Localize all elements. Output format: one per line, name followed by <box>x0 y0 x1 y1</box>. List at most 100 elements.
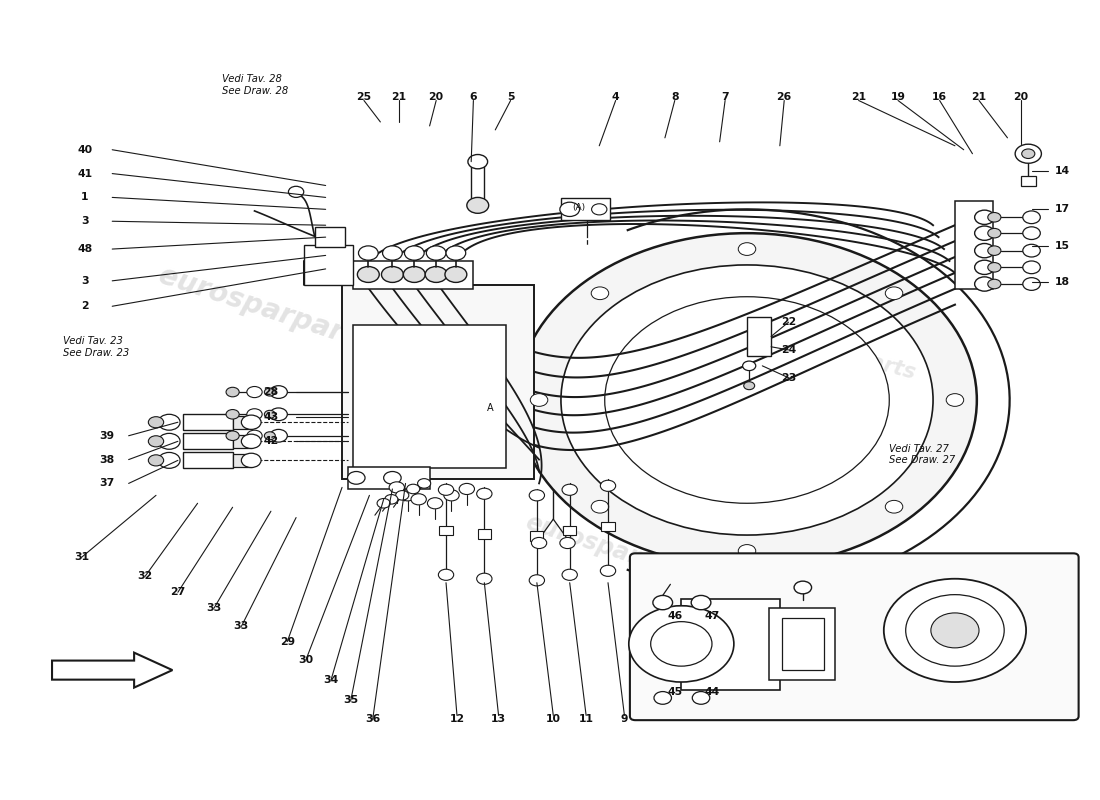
Bar <box>681 598 780 690</box>
Circle shape <box>418 478 431 488</box>
Text: 20: 20 <box>1013 91 1028 102</box>
Circle shape <box>226 431 239 441</box>
Text: 8: 8 <box>671 91 679 102</box>
Polygon shape <box>52 653 173 687</box>
Bar <box>353 261 473 289</box>
Bar <box>304 245 353 285</box>
Bar <box>955 202 993 289</box>
Circle shape <box>1023 244 1041 257</box>
Circle shape <box>591 287 608 300</box>
Text: Vedi Tav. 23
See Draw. 23: Vedi Tav. 23 See Draw. 23 <box>63 337 129 358</box>
Circle shape <box>886 500 903 513</box>
Circle shape <box>975 277 994 291</box>
Circle shape <box>601 566 616 576</box>
Circle shape <box>886 287 903 300</box>
Circle shape <box>459 483 474 494</box>
Circle shape <box>389 482 405 493</box>
Circle shape <box>653 595 672 610</box>
Text: 18: 18 <box>1055 278 1069 287</box>
Circle shape <box>405 246 425 260</box>
Circle shape <box>288 186 304 198</box>
Circle shape <box>946 394 964 406</box>
Circle shape <box>529 490 544 501</box>
Circle shape <box>241 454 261 467</box>
Circle shape <box>931 613 979 648</box>
Text: 34: 34 <box>323 674 339 685</box>
Text: 31: 31 <box>74 552 89 562</box>
Circle shape <box>517 233 977 567</box>
Text: 2: 2 <box>81 302 89 311</box>
Text: 24: 24 <box>781 345 796 355</box>
Text: 33: 33 <box>233 622 249 631</box>
Circle shape <box>396 490 409 500</box>
Polygon shape <box>304 257 353 285</box>
Text: 16: 16 <box>932 91 947 102</box>
Bar <box>782 618 824 670</box>
Text: 44: 44 <box>704 686 719 697</box>
Circle shape <box>605 297 889 503</box>
Circle shape <box>1023 211 1041 224</box>
Circle shape <box>404 266 426 282</box>
Circle shape <box>377 498 390 508</box>
Text: 43: 43 <box>263 413 278 422</box>
Text: 9: 9 <box>620 714 628 724</box>
Circle shape <box>382 266 404 282</box>
Text: 37: 37 <box>99 478 114 489</box>
Text: 19: 19 <box>891 91 905 102</box>
Circle shape <box>738 545 756 558</box>
Circle shape <box>466 198 488 214</box>
Circle shape <box>158 453 180 468</box>
Circle shape <box>148 417 164 428</box>
Text: 27: 27 <box>170 587 186 598</box>
Text: 42: 42 <box>263 436 278 446</box>
Text: 25: 25 <box>356 91 372 102</box>
Circle shape <box>988 279 1001 289</box>
Bar <box>530 531 543 541</box>
Bar <box>348 466 430 489</box>
Text: 39: 39 <box>99 430 114 441</box>
Text: 10: 10 <box>546 714 561 724</box>
Text: 45: 45 <box>668 686 682 697</box>
Circle shape <box>411 494 427 505</box>
Text: 5: 5 <box>507 91 515 102</box>
Text: 21: 21 <box>392 91 407 102</box>
Circle shape <box>246 386 262 398</box>
Circle shape <box>246 409 262 420</box>
Text: 3: 3 <box>81 216 89 226</box>
Circle shape <box>226 387 239 397</box>
Text: eurosparparts: eurosparparts <box>155 261 375 356</box>
Circle shape <box>531 538 547 549</box>
Bar <box>561 198 610 221</box>
Text: 3: 3 <box>81 276 89 286</box>
Circle shape <box>794 581 812 594</box>
Circle shape <box>400 490 416 501</box>
Bar <box>184 453 232 468</box>
Circle shape <box>530 394 548 406</box>
Circle shape <box>651 622 712 666</box>
Circle shape <box>428 498 442 509</box>
Circle shape <box>148 455 164 466</box>
Circle shape <box>439 484 453 495</box>
FancyBboxPatch shape <box>630 554 1079 720</box>
Text: 13: 13 <box>491 714 506 724</box>
Text: 21: 21 <box>971 91 987 102</box>
Text: eurosparparts: eurosparparts <box>522 510 710 591</box>
Bar <box>342 285 534 479</box>
Circle shape <box>246 430 262 442</box>
Text: 26: 26 <box>777 91 792 102</box>
Bar <box>440 526 452 535</box>
Text: 7: 7 <box>722 91 729 102</box>
Text: 6: 6 <box>470 91 477 102</box>
Circle shape <box>529 574 544 586</box>
Bar <box>232 416 252 429</box>
Text: 28: 28 <box>263 387 278 397</box>
Text: 17: 17 <box>1055 204 1070 214</box>
Circle shape <box>742 361 756 370</box>
Text: 38: 38 <box>99 454 114 465</box>
Circle shape <box>562 570 578 580</box>
Circle shape <box>988 229 1001 238</box>
Text: 15: 15 <box>1055 241 1069 251</box>
Text: 46: 46 <box>667 611 682 621</box>
Text: Vedi Tav. 28
See Draw. 28: Vedi Tav. 28 See Draw. 28 <box>222 74 288 96</box>
Text: 4: 4 <box>612 91 619 102</box>
